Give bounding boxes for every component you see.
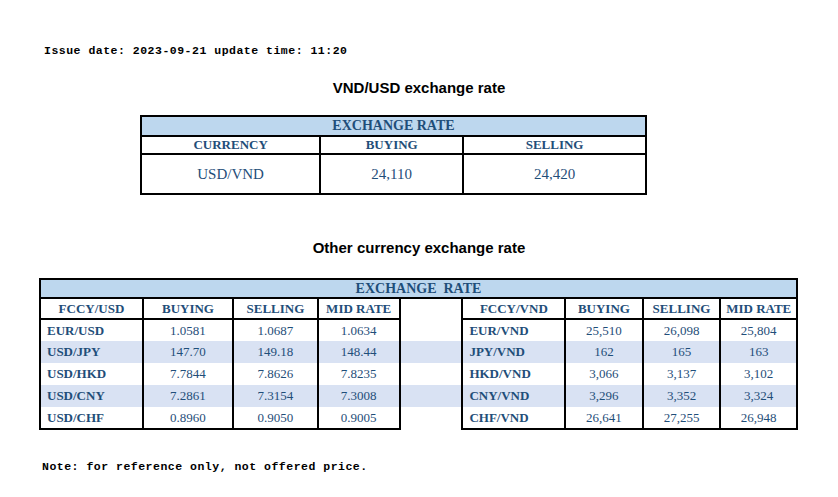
rate-cell: 7.3154 [233, 385, 318, 407]
fccy-vnd-column-header: FCCY/VND [462, 298, 565, 319]
pair-cell: HKD/VND [462, 363, 565, 385]
rate-cell: 0.8960 [143, 407, 233, 429]
rate-cell: 0.9005 [318, 407, 400, 429]
table-header-row: EXCHANGE RATE [141, 116, 646, 136]
spacer-cell [400, 319, 463, 341]
rate-sheet-page: Issue date: 2023-09-21 update time: 11:2… [0, 0, 838, 497]
spacer-cell [400, 385, 463, 407]
buying-rate-cell: 24,110 [320, 154, 463, 194]
table-row: USD/JPY 147.70 149.18 148.44 JPY/VND 162… [40, 341, 797, 363]
rate-cell: 3,066 [565, 363, 642, 385]
rate-cell: 3,324 [720, 385, 797, 407]
pair-cell: EUR/USD [40, 319, 143, 341]
vnd-usd-exchange-table: EXCHANGE RATE CURRENCY BUYING SELLING US… [140, 115, 647, 195]
pair-cell: JPY/VND [462, 341, 565, 363]
table-row: USD/CHF 0.8960 0.9050 0.9005 CHF/VND 26,… [40, 407, 797, 429]
table-row: USD/HKD 7.7844 7.8626 7.8235 HKD/VND 3,0… [40, 363, 797, 385]
vnd-usd-section-title: VND/USD exchange rate [0, 79, 838, 96]
rate-cell: 163 [720, 341, 797, 363]
rate-cell: 7.2861 [143, 385, 233, 407]
spacer-cell [400, 341, 463, 363]
rate-cell: 162 [565, 341, 642, 363]
rate-cell: 3,102 [720, 363, 797, 385]
pair-cell: USD/JPY [40, 341, 143, 363]
rate-cell: 147.70 [143, 341, 233, 363]
spacer-cell [400, 407, 463, 429]
rate-cell: 1.0581 [143, 319, 233, 341]
table-header-row: EXCHANGE RATE [40, 279, 797, 298]
rate-cell: 3,137 [643, 363, 721, 385]
rate-cell: 25,804 [720, 319, 797, 341]
other-currency-section-title: Other currency exchange rate [0, 239, 838, 256]
rate-cell: 7.8235 [318, 363, 400, 385]
spacer-column [400, 298, 463, 319]
rate-cell: 149.18 [233, 341, 318, 363]
buying-column-header: BUYING [565, 298, 642, 319]
pair-cell: CHF/VND [462, 407, 565, 429]
currency-column-header: CURRENCY [141, 136, 320, 154]
spacer-cell [400, 363, 463, 385]
rate-cell: 25,510 [565, 319, 642, 341]
rate-cell: 7.7844 [143, 363, 233, 385]
mid-rate-column-header: MID RATE [720, 298, 797, 319]
rate-cell: 7.3008 [318, 385, 400, 407]
note-text: Note: for reference only, not offered pr… [42, 460, 368, 473]
rate-cell: 27,255 [643, 407, 721, 429]
rate-cell: 1.0634 [318, 319, 400, 341]
rate-cell: 148.44 [318, 341, 400, 363]
rate-cell: 3,352 [643, 385, 721, 407]
rate-cell: 3,296 [565, 385, 642, 407]
selling-rate-cell: 24,420 [463, 154, 646, 194]
selling-column-header: SELLING [643, 298, 721, 319]
pair-cell: EUR/VND [462, 319, 565, 341]
exchange-rate-merged-header: EXCHANGE RATE [141, 116, 646, 136]
column-header-row: CURRENCY BUYING SELLING [141, 136, 646, 154]
other-currency-exchange-table: EXCHANGE RATE FCCY/USD BUYING SELLING MI… [39, 278, 798, 430]
table-row: USD/VND 24,110 24,420 [141, 154, 646, 194]
rate-cell: 26,641 [565, 407, 642, 429]
currency-pair-cell: USD/VND [141, 154, 320, 194]
column-header-row: FCCY/USD BUYING SELLING MID RATE FCCY/VN… [40, 298, 797, 319]
rate-cell: 26,948 [720, 407, 797, 429]
rate-cell: 7.8626 [233, 363, 318, 385]
buying-column-header: BUYING [320, 136, 463, 154]
issue-date-text: Issue date: 2023-09-21 update time: 11:2… [44, 44, 347, 57]
rate-cell: 165 [643, 341, 721, 363]
mid-rate-column-header: MID RATE [318, 298, 400, 319]
fccy-usd-column-header: FCCY/USD [40, 298, 143, 319]
buying-column-header: BUYING [143, 298, 233, 319]
selling-column-header: SELLING [463, 136, 646, 154]
pair-cell: USD/CNY [40, 385, 143, 407]
rate-cell: 0.9050 [233, 407, 318, 429]
rate-cell: 1.0687 [233, 319, 318, 341]
exchange-rate-merged-header: EXCHANGE RATE [40, 279, 797, 298]
pair-cell: USD/HKD [40, 363, 143, 385]
table-row: USD/CNY 7.2861 7.3154 7.3008 CNY/VND 3,2… [40, 385, 797, 407]
rate-cell: 26,098 [643, 319, 721, 341]
selling-column-header: SELLING [233, 298, 318, 319]
table-row: EUR/USD 1.0581 1.0687 1.0634 EUR/VND 25,… [40, 319, 797, 341]
pair-cell: USD/CHF [40, 407, 143, 429]
pair-cell: CNY/VND [462, 385, 565, 407]
